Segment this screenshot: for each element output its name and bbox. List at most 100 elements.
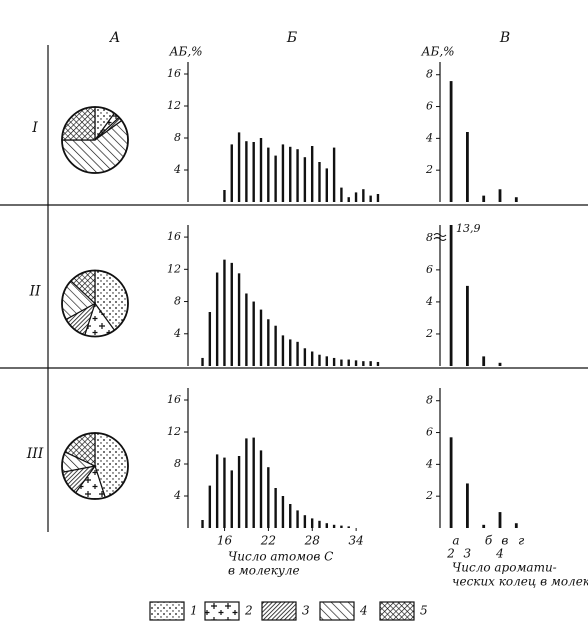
y-tick-label: 6 bbox=[426, 100, 433, 113]
legend-swatch bbox=[319, 601, 355, 621]
bar bbox=[362, 361, 365, 366]
x-tick-label: 3 bbox=[463, 547, 471, 561]
bar bbox=[237, 132, 241, 202]
bar bbox=[318, 354, 321, 366]
x-axis-label: Число атомов С bbox=[228, 550, 333, 564]
y-axis-label: АБ,% bbox=[420, 45, 454, 59]
x-sub-label: г bbox=[518, 534, 524, 548]
bar bbox=[223, 190, 226, 202]
axis-break bbox=[433, 233, 447, 241]
pie-outline bbox=[61, 269, 129, 338]
bar bbox=[245, 293, 248, 366]
x-tick-label: 28 bbox=[304, 534, 321, 548]
bar bbox=[274, 325, 277, 366]
bar bbox=[281, 335, 285, 366]
bar bbox=[296, 341, 299, 366]
bar bbox=[237, 456, 241, 528]
bar bbox=[332, 524, 336, 528]
row-label: II bbox=[28, 284, 41, 300]
bar bbox=[376, 361, 380, 366]
bar bbox=[340, 359, 343, 366]
y-tick-label: 8 bbox=[426, 68, 433, 81]
y-tick-label: 2 bbox=[425, 489, 433, 502]
x-sub-label: а bbox=[452, 534, 459, 548]
legend-swatch bbox=[204, 601, 240, 621]
bar bbox=[466, 132, 469, 202]
legend-label: 4 bbox=[359, 604, 368, 618]
legend-label: 5 bbox=[420, 604, 428, 618]
bar bbox=[369, 195, 372, 202]
x-sub-label: в bbox=[501, 534, 508, 548]
x-tick-label: 16 bbox=[217, 534, 233, 548]
legend-label: 1 bbox=[190, 604, 198, 618]
bar bbox=[310, 146, 314, 202]
bar bbox=[289, 504, 292, 528]
y-tick-label: 8 bbox=[426, 394, 433, 407]
y-tick-label: 4 bbox=[425, 131, 433, 144]
bar bbox=[498, 189, 502, 202]
legend-swatch bbox=[261, 601, 297, 621]
row-label: III bbox=[26, 446, 44, 462]
bar bbox=[347, 526, 350, 528]
bar bbox=[303, 157, 307, 202]
y-tick-label: 16 bbox=[167, 67, 181, 80]
bar bbox=[215, 272, 219, 366]
bar bbox=[318, 162, 321, 202]
x-tick-label: 34 bbox=[348, 534, 363, 548]
bar bbox=[296, 149, 299, 202]
x-sub-label: б bbox=[485, 534, 493, 548]
bar bbox=[252, 437, 255, 528]
bar bbox=[223, 259, 226, 366]
bar bbox=[215, 454, 219, 528]
y-tick-label: 12 bbox=[167, 425, 181, 438]
y-tick-label: 8 bbox=[426, 231, 433, 244]
column-title: Б bbox=[286, 30, 297, 46]
legend-label: 2 bbox=[244, 604, 253, 618]
bar bbox=[274, 155, 277, 202]
bar bbox=[332, 147, 336, 202]
bar bbox=[259, 450, 263, 528]
bar bbox=[310, 351, 314, 366]
bar bbox=[514, 523, 518, 528]
bar bbox=[230, 144, 233, 202]
x-axis-label: ческих колец в молекуле bbox=[452, 575, 588, 589]
bar bbox=[245, 438, 248, 528]
bar bbox=[208, 312, 212, 366]
bar bbox=[362, 189, 365, 202]
bar bbox=[347, 359, 350, 366]
bar bbox=[303, 515, 307, 528]
bar bbox=[482, 524, 486, 528]
bar bbox=[281, 496, 285, 528]
x-axis-label: в молекуле bbox=[228, 564, 300, 578]
y-tick-label: 6 bbox=[426, 263, 433, 276]
y-tick-label: 4 bbox=[173, 489, 181, 502]
bar bbox=[332, 357, 336, 366]
legend-label: 3 bbox=[302, 604, 310, 618]
bar bbox=[281, 144, 285, 202]
bar bbox=[267, 319, 270, 366]
bar bbox=[449, 225, 453, 366]
y-tick-label: 4 bbox=[173, 163, 181, 176]
row-label: I bbox=[31, 120, 38, 136]
bar bbox=[466, 285, 469, 366]
bar bbox=[252, 301, 255, 366]
y-tick-label: 6 bbox=[426, 426, 433, 439]
bar bbox=[325, 168, 328, 202]
y-tick-label: 8 bbox=[174, 295, 181, 308]
y-tick-label: 16 bbox=[167, 230, 181, 243]
y-tick-label: 2 bbox=[425, 163, 433, 176]
bar bbox=[237, 273, 241, 366]
legend-swatch bbox=[149, 601, 185, 621]
bar bbox=[296, 510, 299, 528]
bar bbox=[354, 192, 358, 202]
bar bbox=[230, 470, 233, 528]
bar bbox=[340, 187, 343, 202]
bar bbox=[201, 357, 204, 366]
bar bbox=[310, 518, 314, 528]
y-tick-label: 12 bbox=[167, 99, 181, 112]
y-tick-label: 4 bbox=[425, 457, 433, 470]
bar bbox=[514, 197, 518, 202]
y-tick-label: 8 bbox=[174, 131, 181, 144]
bar bbox=[259, 138, 263, 202]
